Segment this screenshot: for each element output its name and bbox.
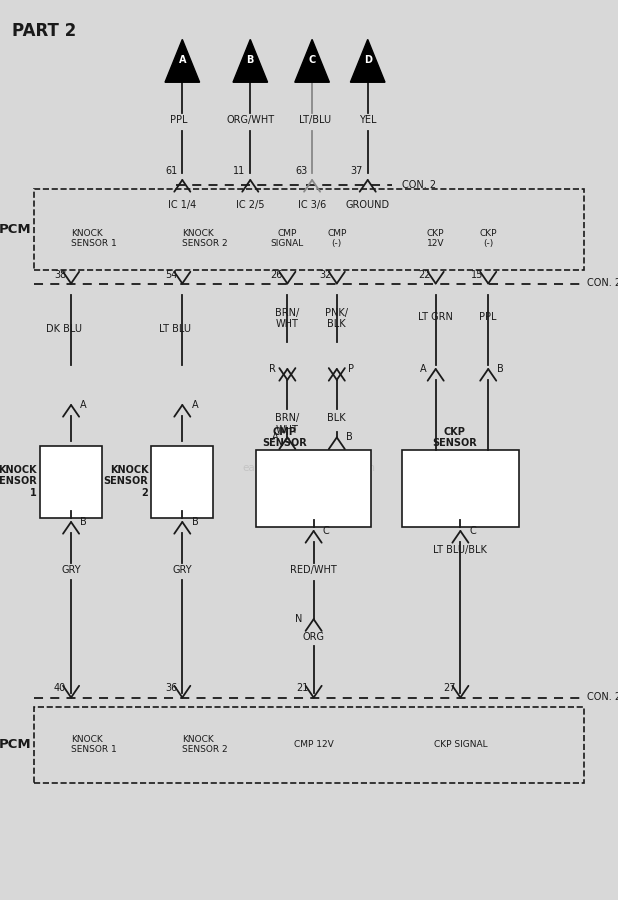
- Text: C: C: [470, 526, 476, 536]
- Text: 22: 22: [418, 270, 431, 280]
- Text: IC 3/6: IC 3/6: [298, 200, 326, 210]
- Text: 32: 32: [320, 270, 332, 280]
- Text: CKP
SENSOR: CKP SENSOR: [432, 427, 476, 448]
- Polygon shape: [233, 40, 268, 82]
- Text: CON. 2: CON. 2: [587, 692, 618, 703]
- Text: PPL: PPL: [171, 115, 188, 125]
- Text: IC 1/4: IC 1/4: [168, 200, 197, 210]
- Text: easyautodiagnostics.com: easyautodiagnostics.com: [242, 463, 376, 473]
- Text: A: A: [192, 400, 198, 410]
- Text: PNK/
BLK: PNK/ BLK: [325, 308, 349, 329]
- Text: CON. 2: CON. 2: [402, 180, 436, 191]
- Text: A: A: [420, 364, 426, 374]
- Text: C: C: [323, 526, 329, 536]
- Text: PCM: PCM: [0, 223, 31, 236]
- Text: CON. 2: CON. 2: [587, 278, 618, 289]
- Polygon shape: [295, 40, 329, 82]
- Text: IC 2/5: IC 2/5: [236, 200, 265, 210]
- Bar: [402, 450, 519, 526]
- Text: C: C: [308, 55, 316, 65]
- Text: BLK: BLK: [328, 413, 346, 423]
- Text: A: A: [80, 400, 87, 410]
- Text: A: A: [271, 432, 278, 443]
- Text: 38: 38: [54, 270, 66, 280]
- Text: KNOCK
SENSOR 2: KNOCK SENSOR 2: [182, 735, 228, 754]
- Text: ORG/WHT: ORG/WHT: [226, 115, 274, 125]
- Text: B: B: [346, 432, 353, 443]
- Text: B: B: [247, 55, 254, 65]
- Text: PPL: PPL: [480, 311, 497, 322]
- Text: LT BLU/BLK: LT BLU/BLK: [433, 544, 488, 554]
- Text: KNOCK
SENSOR
1: KNOCK SENSOR 1: [0, 465, 37, 498]
- Text: P: P: [348, 364, 354, 374]
- Bar: [151, 446, 213, 518]
- Text: 26: 26: [270, 270, 282, 280]
- Text: R: R: [269, 364, 276, 374]
- Text: 21: 21: [296, 683, 309, 693]
- Text: 40: 40: [54, 683, 66, 693]
- Text: 27: 27: [443, 683, 455, 693]
- Text: ORG: ORG: [303, 632, 324, 642]
- Text: 61: 61: [165, 166, 177, 176]
- Text: 54: 54: [165, 270, 177, 280]
- Text: PART 2: PART 2: [12, 22, 77, 40]
- Text: BRN/
WHT: BRN/ WHT: [275, 308, 300, 329]
- Text: LT GRN: LT GRN: [418, 311, 453, 322]
- Bar: [256, 450, 371, 526]
- Text: CMP
(-): CMP (-): [327, 229, 347, 248]
- Text: CMP
SIGNAL: CMP SIGNAL: [271, 229, 304, 248]
- Bar: [40, 446, 102, 518]
- Polygon shape: [165, 40, 200, 82]
- Text: N: N: [295, 614, 303, 625]
- Text: GRY: GRY: [172, 565, 192, 575]
- Bar: [34, 706, 584, 783]
- Text: KNOCK
SENSOR 2: KNOCK SENSOR 2: [182, 229, 228, 248]
- Text: 15: 15: [471, 270, 483, 280]
- Text: LT/BLU: LT/BLU: [299, 115, 331, 125]
- Text: 37: 37: [350, 166, 363, 176]
- Text: KNOCK
SENSOR
2: KNOCK SENSOR 2: [104, 465, 148, 498]
- Text: GRY: GRY: [61, 565, 81, 575]
- Polygon shape: [350, 40, 385, 82]
- Text: YEL: YEL: [359, 115, 376, 125]
- Text: CKP
12V: CKP 12V: [427, 229, 444, 248]
- Bar: [34, 189, 584, 270]
- Text: CKP SIGNAL: CKP SIGNAL: [434, 740, 487, 749]
- Text: 36: 36: [165, 683, 177, 693]
- Text: CMP
SENSOR: CMP SENSOR: [262, 427, 307, 448]
- Text: BRN/
WHT: BRN/ WHT: [275, 413, 300, 435]
- Text: CMP 12V: CMP 12V: [294, 740, 334, 749]
- Text: PCM: PCM: [0, 738, 31, 752]
- Text: 11: 11: [233, 166, 245, 176]
- Text: KNOCK
SENSOR 1: KNOCK SENSOR 1: [71, 735, 117, 754]
- Text: B: B: [80, 517, 87, 527]
- Text: B: B: [497, 364, 504, 374]
- Text: DK BLU: DK BLU: [46, 323, 82, 334]
- Text: B: B: [192, 517, 198, 527]
- Text: KNOCK
SENSOR 1: KNOCK SENSOR 1: [71, 229, 117, 248]
- Text: 63: 63: [295, 166, 307, 176]
- Text: CKP
(-): CKP (-): [480, 229, 497, 248]
- Text: A: A: [179, 55, 186, 65]
- Text: D: D: [364, 55, 371, 65]
- Text: GROUND: GROUND: [345, 200, 390, 210]
- Text: LT BLU: LT BLU: [159, 323, 191, 334]
- Text: RED/WHT: RED/WHT: [290, 565, 337, 575]
